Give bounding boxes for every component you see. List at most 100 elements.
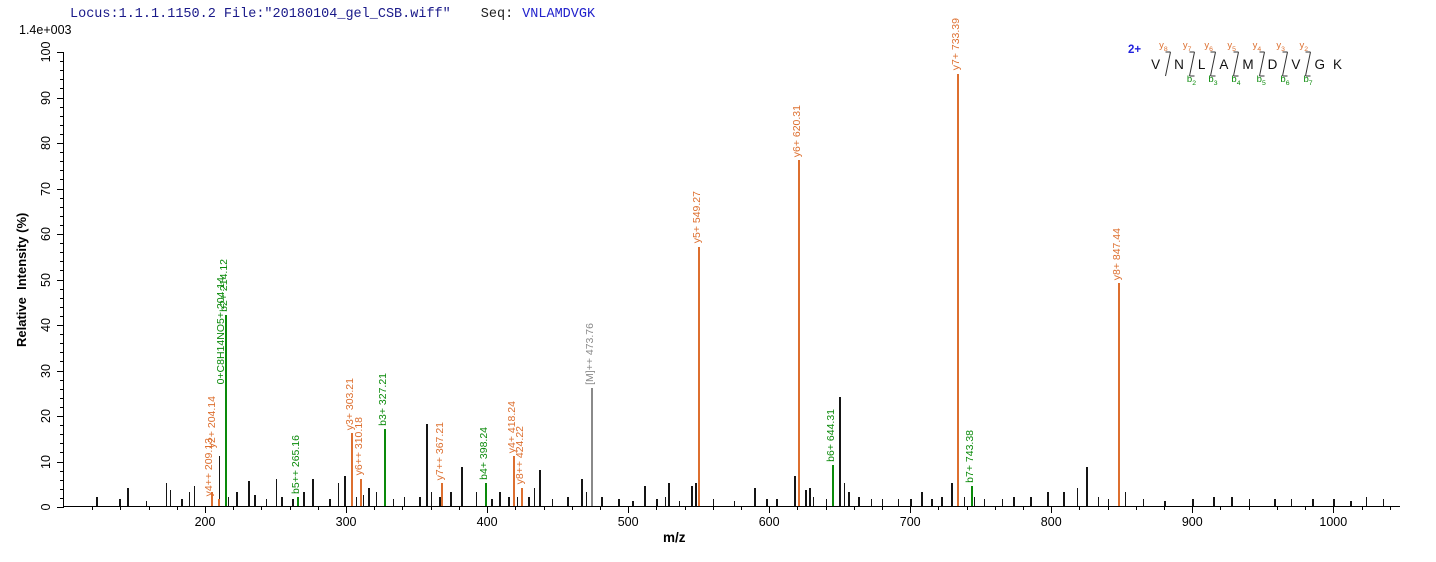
noise-peak (450, 492, 452, 506)
y-minor-tick (60, 152, 64, 154)
annotated-peak (360, 478, 363, 506)
noise-peak (668, 483, 670, 506)
fragmentation-mark: y6 b3 (1204, 41, 1217, 87)
x-tick-label: 900 (1181, 515, 1203, 529)
y-major-tick (57, 279, 64, 281)
y-axis-title: Relative Intensity (%) (14, 212, 29, 347)
y-minor-tick (60, 306, 64, 308)
x-minor-tick (120, 506, 122, 510)
x-minor-tick (543, 506, 545, 510)
noise-peak (362, 494, 365, 506)
noise-peak (355, 496, 358, 506)
noise-peak (426, 424, 428, 506)
noise-peak (1382, 499, 1385, 506)
b-ion-label: b6 (1280, 74, 1290, 88)
x-minor-tick (515, 506, 517, 510)
x-tick-label: 300 (335, 515, 357, 529)
x-minor-tick (1389, 506, 1391, 510)
x-minor-tick (1164, 506, 1166, 510)
noise-peak (805, 490, 807, 506)
annotated-peak (957, 73, 960, 506)
noise-peak (1290, 499, 1293, 506)
y-minor-tick (60, 88, 64, 90)
y-minor-tick (60, 434, 64, 436)
y-minor-tick (60, 206, 64, 208)
noise-peak (733, 501, 736, 506)
x-tick-label: 1000 (1319, 515, 1348, 529)
noise-peak (375, 492, 378, 506)
noise-peak (601, 496, 603, 506)
noise-peak (329, 499, 331, 506)
noise-peak (754, 487, 756, 506)
x-minor-tick (656, 506, 658, 510)
residue-d-6: D (1267, 56, 1278, 72)
noise-peak (848, 492, 850, 506)
peak-label: y5+ 549.27 (690, 191, 703, 244)
peak-label: [M]++ 473.76 (584, 322, 597, 385)
x-minor-tick (1305, 506, 1307, 510)
x-minor-tick (148, 506, 150, 510)
noise-peak (691, 485, 693, 506)
noise-peak (439, 496, 441, 506)
noise-peak (1365, 496, 1368, 506)
y-minor-tick (60, 106, 64, 108)
y-minor-tick (60, 79, 64, 81)
y-tick-label: 0 (39, 503, 53, 511)
y-major-tick (57, 325, 64, 326)
y-minor-tick (60, 379, 64, 381)
x-tick-label: 400 (476, 515, 498, 529)
peak-label: y8++ 424.22 (514, 426, 527, 485)
y-minor-tick (60, 352, 64, 354)
noise-peak (664, 496, 667, 506)
noise-peak (303, 492, 305, 506)
y-minor-tick (60, 334, 64, 336)
y-tick-label: 50 (39, 272, 53, 287)
noise-peak (843, 483, 846, 506)
noise-peak (254, 494, 256, 506)
noise-peak (618, 499, 620, 506)
x-minor-tick (1023, 506, 1025, 510)
y-minor-tick (60, 425, 64, 427)
noise-peak (870, 499, 873, 506)
b-ion-label: b4 (1231, 74, 1241, 88)
peak-label: b6+ 644.31 (824, 409, 837, 463)
peak-label: b2+ 214.12 (217, 259, 230, 312)
noise-peak (1124, 492, 1127, 506)
noise-peak (227, 496, 230, 506)
noise-peak (475, 492, 478, 506)
x-minor-tick (938, 506, 940, 510)
x-minor-tick (374, 506, 376, 510)
y-ion-label: y4 (1252, 40, 1262, 53)
noise-peak (881, 499, 884, 506)
noise-peak (1248, 499, 1251, 506)
noise-peak (1076, 487, 1079, 506)
noise-peak (1192, 499, 1194, 506)
peak-label: y6++ 310.18 (353, 417, 366, 476)
peak-label: y4++ 209.13 (202, 437, 215, 497)
annotated-peak (1118, 283, 1121, 506)
residue-m-5: M (1242, 56, 1254, 72)
noise-peak (403, 496, 406, 506)
x-major-tick (769, 506, 771, 513)
y-tick-label: 10 (39, 454, 53, 469)
seq-label: Seq: (480, 7, 514, 22)
x-minor-tick (430, 506, 432, 510)
y-minor-tick (60, 406, 64, 408)
x-major-tick (1333, 506, 1335, 513)
y-tick-label: 20 (39, 409, 53, 423)
x-tick-label: 800 (1040, 515, 1062, 529)
x-minor-tick (1107, 506, 1109, 510)
spectrum-plot: 200 300 400 500 600 700 800 900 1000 0 10 20 30 40 50 6… (39, 18, 1400, 529)
noise-peak (632, 501, 634, 506)
y-major-tick (57, 188, 64, 190)
y-tick-label: 40 (39, 318, 53, 332)
residue-v-7: V (1291, 56, 1301, 72)
y-major-tick (57, 52, 64, 53)
annotated-peak (512, 455, 515, 506)
peak-label: y6+ 620.31 (790, 104, 803, 158)
noise-peak (337, 483, 340, 506)
y-minor-tick (60, 388, 64, 390)
noise-peak (910, 499, 912, 506)
